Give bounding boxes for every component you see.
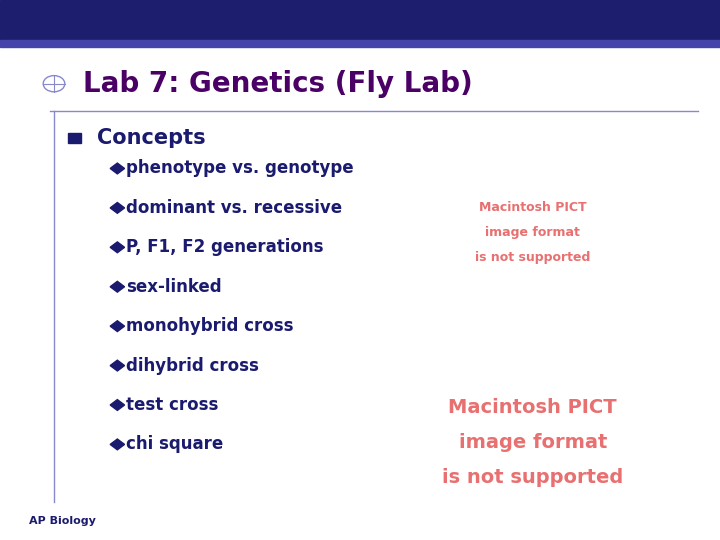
Polygon shape bbox=[110, 163, 125, 174]
Text: P, F1, F2 generations: P, F1, F2 generations bbox=[126, 238, 323, 256]
Bar bbox=[68, 133, 81, 143]
Text: monohybrid cross: monohybrid cross bbox=[126, 317, 294, 335]
Polygon shape bbox=[110, 202, 125, 213]
Text: Macintosh PICT: Macintosh PICT bbox=[479, 201, 587, 214]
Text: dihybrid cross: dihybrid cross bbox=[126, 356, 259, 375]
Text: AP Biology: AP Biology bbox=[29, 516, 96, 526]
Text: Lab 7: Genetics (Fly Lab): Lab 7: Genetics (Fly Lab) bbox=[83, 70, 472, 98]
Polygon shape bbox=[110, 439, 125, 450]
Bar bbox=[0, 40, 720, 47]
Text: phenotype vs. genotype: phenotype vs. genotype bbox=[126, 159, 354, 178]
Text: test cross: test cross bbox=[126, 396, 218, 414]
Text: sex-linked: sex-linked bbox=[126, 278, 222, 296]
Polygon shape bbox=[110, 360, 125, 371]
Text: image format: image format bbox=[459, 433, 607, 453]
Polygon shape bbox=[110, 281, 125, 292]
Polygon shape bbox=[110, 242, 125, 253]
Text: chi square: chi square bbox=[126, 435, 223, 454]
Text: is not supported: is not supported bbox=[442, 468, 624, 488]
Text: image format: image format bbox=[485, 226, 580, 239]
Polygon shape bbox=[110, 400, 125, 410]
Text: is not supported: is not supported bbox=[475, 251, 590, 264]
Bar bbox=[0, 0, 720, 40]
Text: Concepts: Concepts bbox=[97, 127, 206, 148]
Text: Macintosh PICT: Macintosh PICT bbox=[449, 398, 617, 417]
Polygon shape bbox=[110, 321, 125, 332]
Text: dominant vs. recessive: dominant vs. recessive bbox=[126, 199, 342, 217]
